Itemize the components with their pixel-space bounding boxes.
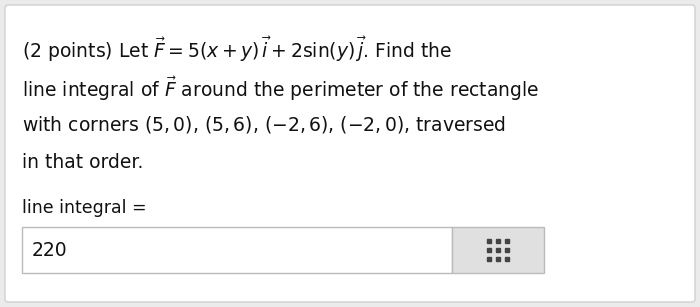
Text: with corners $(5, 0)$, $(5, 6)$, $(-2, 6)$, $(-2, 0)$, traversed: with corners $(5, 0)$, $(5, 6)$, $(-2, 6… xyxy=(22,114,506,135)
Text: 220: 220 xyxy=(32,240,68,259)
Text: line integral of $\vec{F}$ around the perimeter of the rectangle: line integral of $\vec{F}$ around the pe… xyxy=(22,75,539,103)
Text: (2 points) Let $\vec{F} = 5(x + y)\, \vec{i} + 2\sin(y)\, \vec{j}$. Find the: (2 points) Let $\vec{F} = 5(x + y)\, \ve… xyxy=(22,35,452,64)
FancyBboxPatch shape xyxy=(5,5,695,302)
FancyBboxPatch shape xyxy=(22,227,452,273)
Text: line integral =: line integral = xyxy=(22,199,146,217)
Text: in that order.: in that order. xyxy=(22,153,144,172)
FancyBboxPatch shape xyxy=(452,227,544,273)
